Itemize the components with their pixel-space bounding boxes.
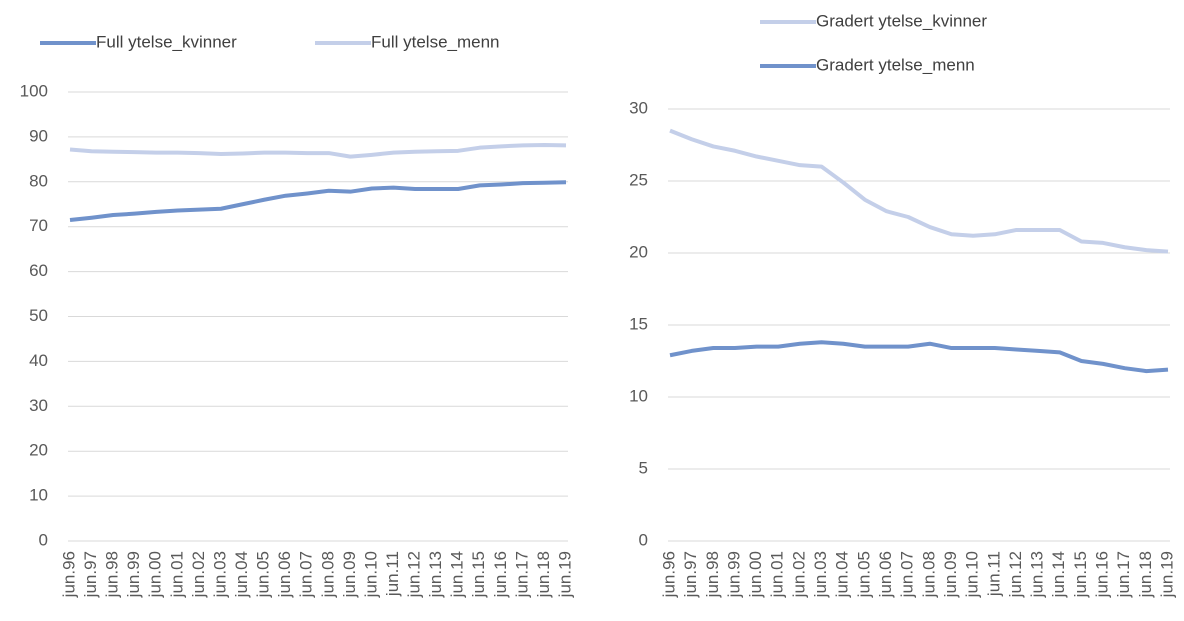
y-tick-label: 10	[29, 486, 48, 505]
x-tick-label: jun.08	[318, 551, 337, 598]
x-tick-label: jun.10	[361, 551, 380, 598]
x-tick-label: jun.96	[59, 551, 78, 598]
x-tick-label: jun.19	[1157, 551, 1176, 598]
x-tick-label: jun.16	[491, 551, 510, 598]
x-tick-label: jun.09	[941, 551, 960, 598]
x-tick-label: jun.03	[210, 551, 229, 598]
y-tick-label: 10	[629, 386, 648, 405]
x-tick-label: jun.09	[340, 551, 359, 598]
y-tick-label: 0	[39, 530, 48, 549]
x-tick-label: jun.04	[833, 551, 852, 598]
y-tick-label: 0	[639, 530, 648, 549]
y-tick-label: 15	[629, 314, 648, 333]
x-tick-label: jun.18	[534, 551, 553, 598]
x-tick-label: jun.19	[555, 551, 574, 598]
x-tick-label: jun.12	[1006, 551, 1025, 598]
y-tick-label: 20	[29, 441, 48, 460]
x-tick-label: jun.97	[681, 551, 700, 598]
x-tick-label: jun.05	[854, 551, 873, 598]
y-tick-label: 70	[29, 216, 48, 235]
x-tick-label: jun.00	[146, 551, 165, 598]
x-tick-label: jun.02	[189, 551, 208, 598]
x-tick-label: jun.14	[448, 551, 467, 598]
line-series	[69, 142, 567, 159]
y-tick-label: 100	[20, 81, 48, 100]
legend-label: Gradert ytelse_kvinner	[816, 11, 987, 30]
x-tick-label: jun.17	[512, 551, 531, 598]
x-tick-label: jun.17	[1114, 551, 1133, 598]
legend-label: Full ytelse_menn	[371, 32, 500, 51]
x-tick-label: jun.98	[103, 551, 122, 598]
y-tick-label: 5	[639, 458, 648, 477]
x-tick-label: jun.11	[383, 551, 402, 597]
y-tick-label: 30	[629, 98, 648, 117]
x-tick-label: jun.97	[81, 551, 100, 598]
x-tick-label: jun.04	[232, 551, 251, 598]
x-tick-label: jun.18	[1136, 551, 1155, 598]
x-tick-label: jun.98	[703, 551, 722, 598]
x-tick-label: jun.01	[167, 551, 186, 598]
x-tick-label: jun.11	[984, 551, 1003, 597]
x-tick-label: jun.02	[789, 551, 808, 598]
x-tick-label: jun.12	[405, 551, 424, 598]
x-tick-label: jun.15	[469, 551, 488, 598]
y-tick-label: 60	[29, 261, 48, 280]
x-tick-label: jun.06	[275, 551, 294, 598]
x-tick-label: jun.13	[1028, 551, 1047, 598]
y-tick-label: 80	[29, 171, 48, 190]
x-tick-label: jun.05	[254, 551, 273, 598]
x-tick-label: jun.00	[746, 551, 765, 598]
x-tick-label: jun.15	[1071, 551, 1090, 598]
y-tick-label: 50	[29, 306, 48, 325]
x-tick-label: jun.06	[876, 551, 895, 598]
x-tick-label: jun.07	[898, 551, 917, 598]
x-tick-label: jun.16	[1093, 551, 1112, 598]
y-tick-label: 90	[29, 126, 48, 145]
x-tick-label: jun.08	[919, 551, 938, 598]
line-series	[669, 128, 1169, 254]
legend-label: Gradert ytelse_menn	[816, 55, 975, 74]
x-tick-label: jun.07	[297, 551, 316, 598]
x-tick-label: jun.01	[768, 551, 787, 598]
x-tick-label: jun.10	[963, 551, 982, 598]
legend-label: Full ytelse_kvinner	[96, 32, 237, 51]
x-tick-label: jun.03	[811, 551, 830, 598]
x-tick-label: jun.96	[659, 551, 678, 598]
y-tick-label: 30	[29, 396, 48, 415]
y-tick-label: 40	[29, 351, 48, 370]
y-tick-label: 20	[629, 242, 648, 261]
x-tick-label: jun.99	[724, 551, 743, 598]
x-tick-label: jun.14	[1049, 551, 1068, 598]
line-series	[669, 340, 1169, 374]
x-tick-label: jun.99	[124, 551, 143, 598]
x-tick-label: jun.13	[426, 551, 445, 598]
y-tick-label: 25	[629, 170, 648, 189]
line-series	[69, 180, 567, 222]
